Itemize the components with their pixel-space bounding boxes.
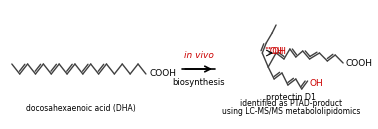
Text: OH: OH (310, 79, 323, 88)
Text: COOH: COOH (345, 58, 372, 67)
Text: using LC-MS/MS metabololipidomics: using LC-MS/MS metabololipidomics (222, 107, 360, 115)
Text: identified as PTAD-product: identified as PTAD-product (240, 99, 342, 108)
Text: protectin D1: protectin D1 (266, 92, 316, 102)
Text: docosahexaenoic acid (DHA): docosahexaenoic acid (DHA) (26, 104, 136, 114)
Text: ""OH: ""OH (264, 47, 286, 57)
Text: COOH: COOH (150, 70, 177, 79)
Text: OH: OH (264, 47, 284, 57)
Text: biosynthesis: biosynthesis (172, 78, 225, 87)
Text: in vivo: in vivo (184, 51, 214, 60)
